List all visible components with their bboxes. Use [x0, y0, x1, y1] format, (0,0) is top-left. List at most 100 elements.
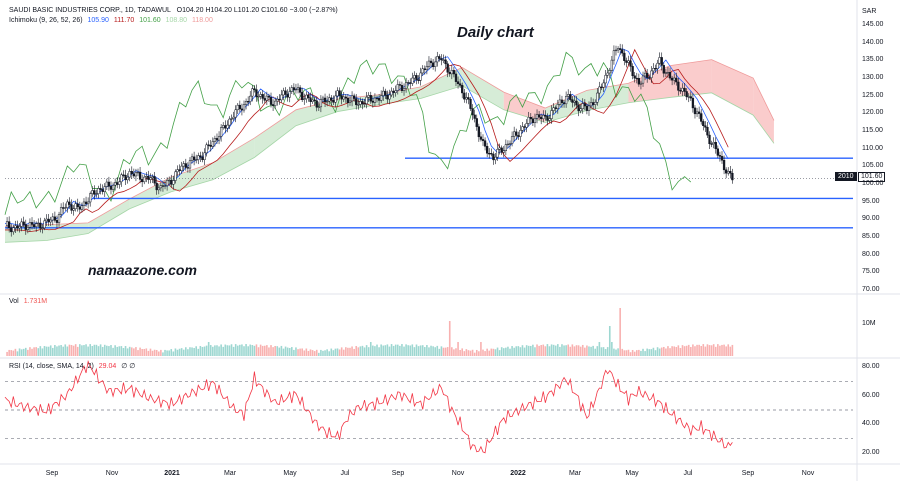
- volume-bar: [313, 351, 316, 356]
- volume-bar: [455, 348, 457, 356]
- volume-bar: [490, 348, 493, 356]
- candle-body: [731, 172, 734, 181]
- volume-bar: [602, 347, 605, 356]
- volume-bar: [704, 346, 707, 356]
- volume-bar: [511, 346, 513, 356]
- volume-bar: [99, 344, 102, 356]
- candle-body: [307, 94, 310, 98]
- volume-bar: [10, 350, 13, 356]
- volume-bar: [702, 344, 705, 356]
- candle-body: [687, 96, 690, 98]
- candle-body: [670, 77, 674, 81]
- volume-bar: [320, 349, 322, 356]
- ohlc-values: O104.20 H104.20 L101.20 C101.60 −3.00 (−…: [176, 7, 338, 14]
- volume-bar: [729, 346, 732, 356]
- candle-body: [513, 131, 516, 137]
- volume-bar: [365, 345, 368, 356]
- candle-body: [529, 116, 532, 120]
- volume-bar: [436, 345, 439, 356]
- candle-body: [486, 146, 489, 154]
- candle-body: [467, 97, 470, 100]
- volume-bar: [459, 350, 461, 356]
- candle-body: [594, 101, 597, 105]
- candle-body: [494, 156, 497, 161]
- candle-body: [47, 218, 50, 223]
- volume-bar: [31, 348, 33, 356]
- volume-bar: [392, 345, 395, 356]
- candle-body: [436, 56, 439, 63]
- volume-bar: [124, 346, 127, 356]
- time-tick-label: Nov: [451, 470, 465, 477]
- candle-body: [59, 207, 63, 215]
- volume-bar: [401, 344, 403, 356]
- volume-bar: [403, 346, 405, 356]
- chart-title: Daily chart: [457, 24, 534, 41]
- volume-bar: [56, 346, 58, 356]
- volume-bar: [212, 346, 214, 356]
- volume-bar: [721, 344, 723, 356]
- ichimoku-lagging-value: 101.60: [139, 17, 161, 24]
- candle-body: [159, 185, 163, 189]
- candle-body: [658, 57, 661, 64]
- volume-bar: [654, 350, 657, 356]
- volume-bar: [652, 347, 655, 356]
- price-series: [4, 43, 734, 237]
- candle-body: [369, 95, 372, 102]
- candle-body: [267, 95, 271, 98]
- time-tick-label: Nov: [105, 470, 119, 477]
- volume-bar: [548, 346, 551, 356]
- candle-body: [255, 89, 258, 98]
- volume-bar: [278, 347, 281, 356]
- candle-body: [155, 182, 158, 191]
- candle-body: [244, 101, 248, 105]
- volume-bar: [332, 350, 335, 356]
- candle-body: [714, 142, 717, 150]
- volume-bar: [153, 349, 156, 356]
- rsi-suffix: ∅ ∅: [121, 363, 136, 370]
- volume-bar: [185, 347, 187, 356]
- volume-bar: [218, 346, 220, 356]
- time-tick-label: May: [283, 470, 297, 477]
- volume-bar: [561, 344, 563, 356]
- volume-bar: [16, 351, 19, 356]
- candle-body: [722, 159, 726, 171]
- volume-bar: [91, 345, 94, 356]
- volume-bar: [288, 347, 291, 356]
- volume-bar: [33, 347, 35, 356]
- candle-body: [404, 82, 408, 89]
- volume-bar: [139, 347, 141, 356]
- candle-body: [517, 135, 520, 137]
- candle-body: [664, 72, 668, 74]
- candle-body: [311, 99, 314, 102]
- volume-bar: [536, 344, 538, 356]
- volume-bar: [650, 349, 653, 356]
- time-tick-label: 2021: [164, 470, 180, 477]
- volume-bar: [351, 346, 353, 356]
- volume-bar: [507, 346, 509, 356]
- volume-bar: [471, 349, 474, 356]
- volume-bar: [465, 349, 468, 356]
- volume-bar: [22, 348, 25, 356]
- candle-body: [402, 88, 406, 91]
- price-tick-label: 100.00: [862, 180, 884, 187]
- volume-bar: [552, 344, 555, 356]
- candle-body: [249, 95, 252, 102]
- volume-bar: [380, 344, 382, 356]
- volume-bar: [619, 308, 621, 356]
- candle-body: [452, 70, 456, 75]
- candle-body: [305, 94, 308, 100]
- volume-bar: [577, 345, 580, 356]
- candle-body: [677, 81, 680, 91]
- volume-bar: [451, 347, 453, 356]
- volume-bar: [396, 344, 399, 356]
- candle-body: [286, 94, 289, 98]
- price-tick-label: 120.00: [862, 109, 884, 117]
- horizontal-levels: [5, 157, 853, 229]
- candle-body: [585, 105, 589, 111]
- volume-bar: [255, 344, 258, 356]
- volume-bar: [473, 352, 476, 356]
- volume-bar: [430, 345, 432, 356]
- volume-bar: [318, 352, 320, 356]
- ichimoku-leading-b-value: 118.00: [191, 17, 213, 24]
- candle-body: [712, 142, 715, 145]
